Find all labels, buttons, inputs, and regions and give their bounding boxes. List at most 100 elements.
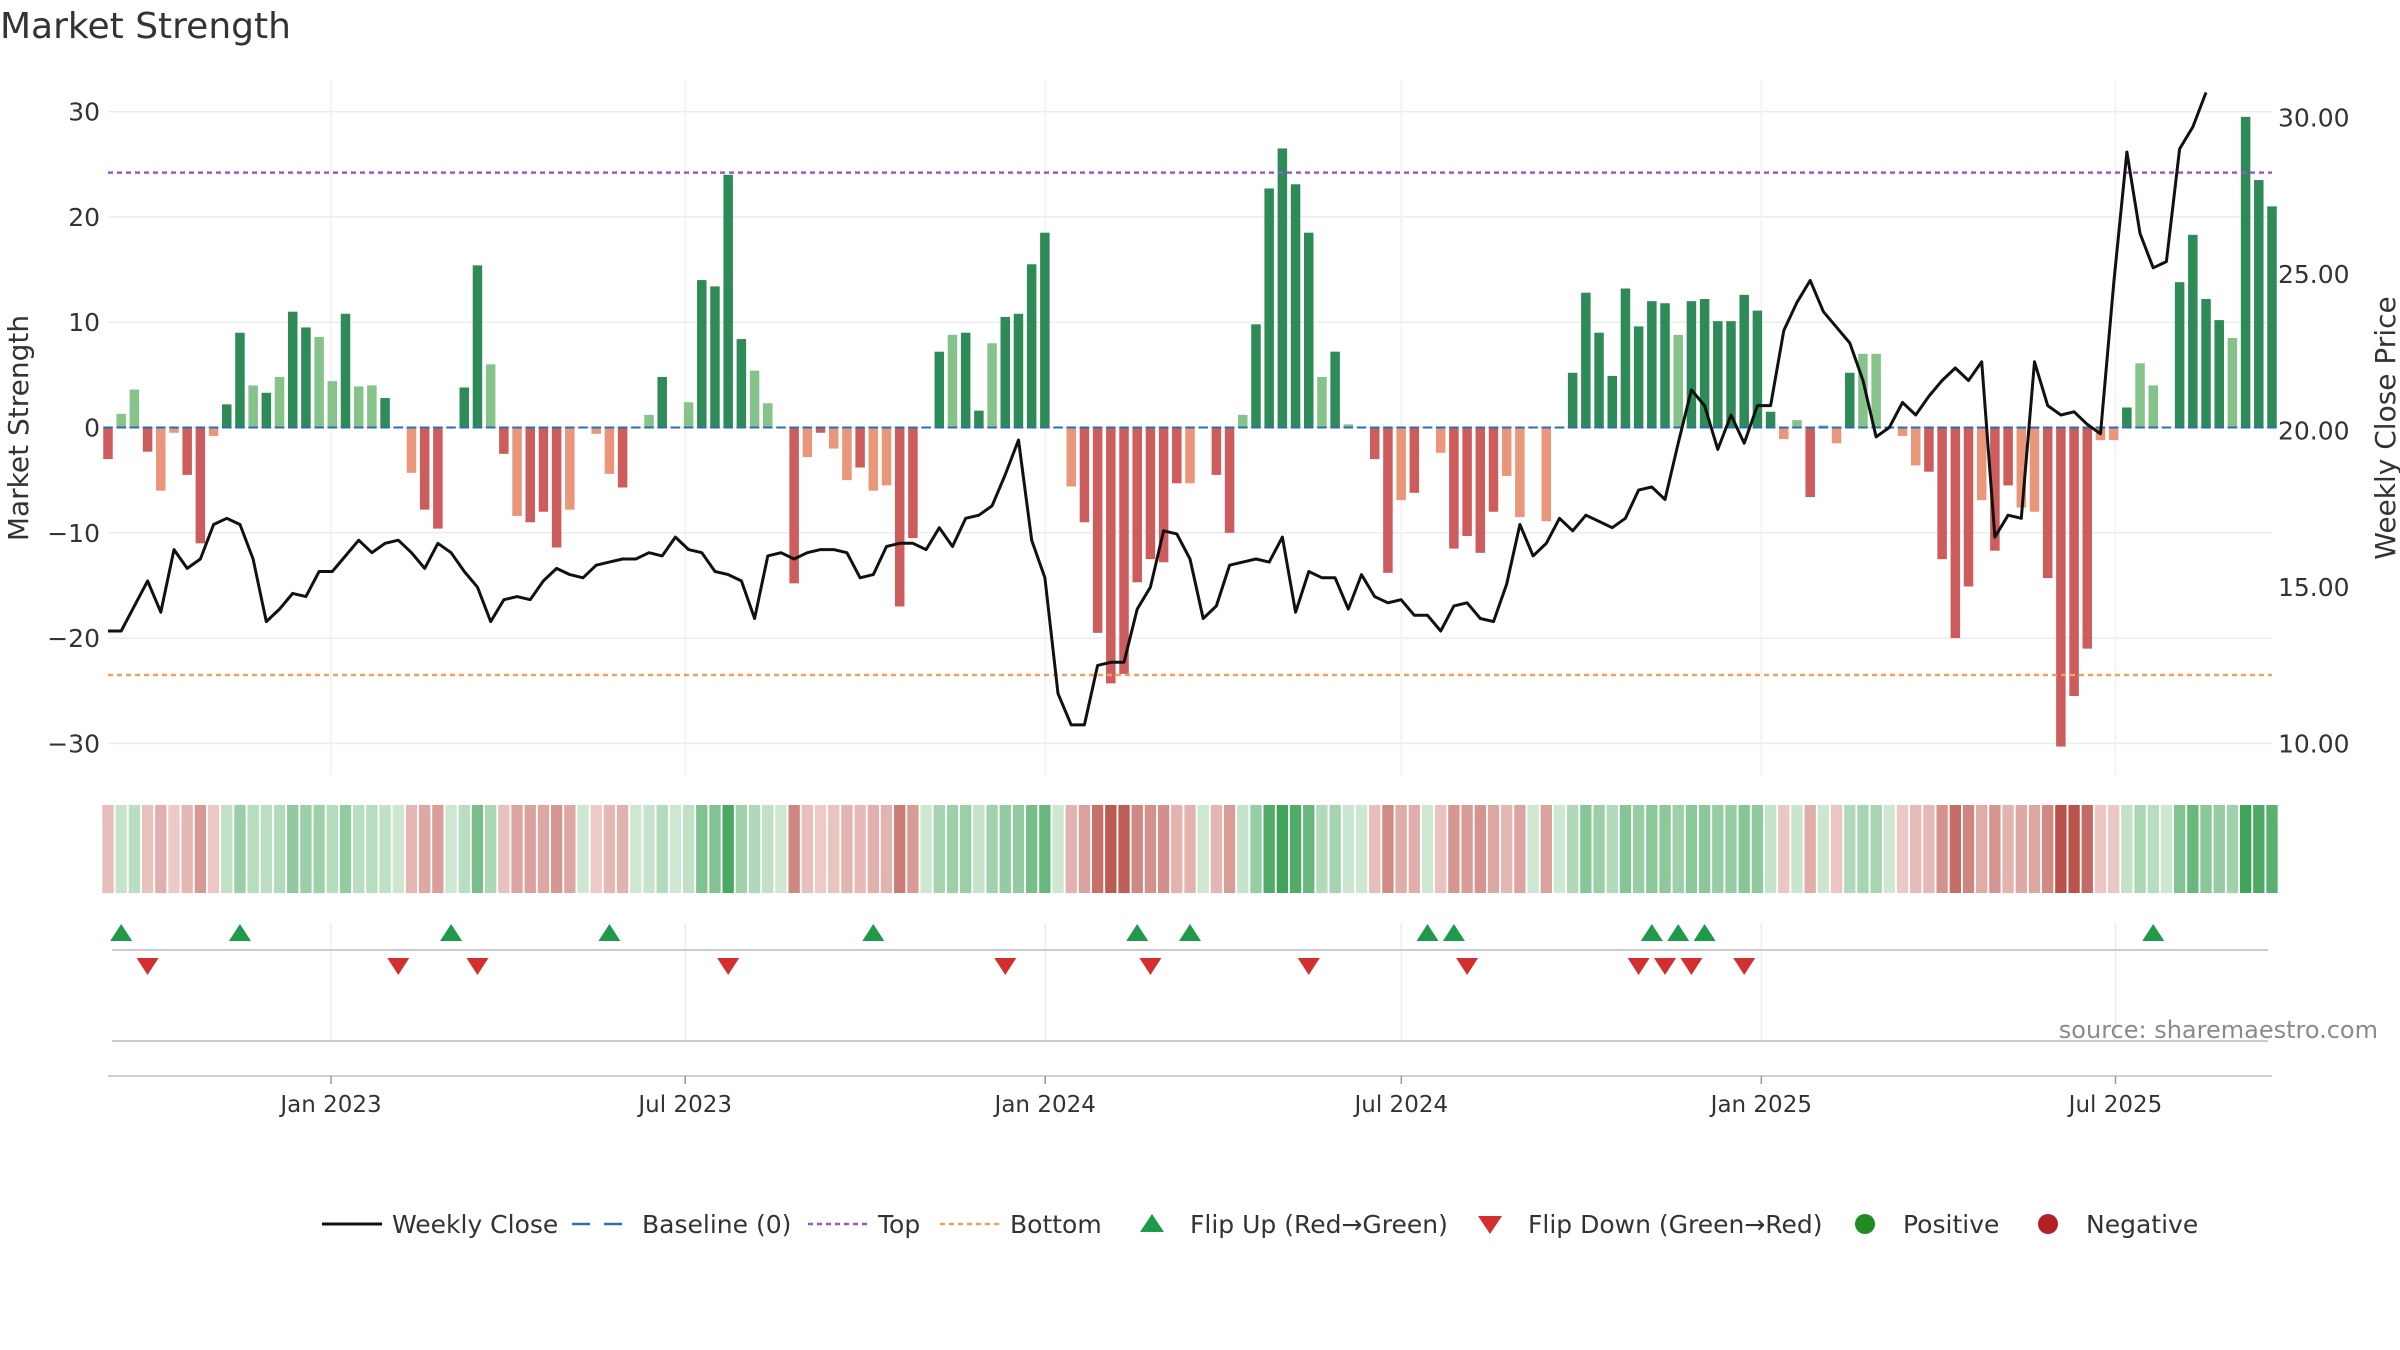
strength-bar xyxy=(1330,351,1340,428)
strength-bar xyxy=(433,427,443,529)
heat-cell xyxy=(511,805,523,893)
strength-bar xyxy=(1172,427,1182,484)
strength-bar xyxy=(1594,332,1604,428)
strength-bar xyxy=(617,427,628,488)
strength-bar xyxy=(327,381,338,428)
heat-cell xyxy=(102,805,114,893)
strength-bar xyxy=(195,427,206,544)
heat-cell xyxy=(2213,805,2225,893)
heat-cell xyxy=(577,805,589,893)
strength-bar xyxy=(1185,427,1195,484)
flip-down-marker xyxy=(1733,958,1756,975)
heat-cell xyxy=(2107,805,2120,893)
strength-bar xyxy=(512,427,522,516)
strength-bar xyxy=(565,427,575,510)
heat-cell xyxy=(682,805,695,893)
heat-cell xyxy=(1659,805,1671,893)
legend-weekly-close-label: Weekly Close xyxy=(392,1210,558,1239)
strength-bar xyxy=(406,427,417,473)
strength-bar xyxy=(1739,294,1749,428)
heat-cell xyxy=(128,805,141,893)
weekly-close-series xyxy=(108,91,2208,727)
strength-bar xyxy=(842,427,852,481)
strength-bar xyxy=(1765,411,1776,428)
strength-heat-strip xyxy=(102,805,2278,893)
heat-cell xyxy=(854,805,866,893)
strength-bar xyxy=(1290,184,1301,428)
strength-bar xyxy=(657,376,667,428)
heat-cell xyxy=(353,805,365,893)
heat-cell xyxy=(1144,805,1157,893)
flip-up-marker xyxy=(862,924,885,941)
strength-bar xyxy=(1277,148,1288,428)
heat-cell xyxy=(722,805,734,893)
heat-cell xyxy=(1593,805,1605,893)
x-tick-label: Jul 2023 xyxy=(636,1092,732,1118)
heat-cell xyxy=(1501,805,1513,893)
strength-bar xyxy=(156,427,166,491)
strength-bar xyxy=(1119,427,1129,674)
heat-cell xyxy=(1395,805,1407,893)
heat-cell xyxy=(841,805,853,893)
legend-swatch-positive xyxy=(1855,1214,1875,1234)
strength-bar xyxy=(974,410,984,428)
heat-cell xyxy=(287,805,299,893)
strength-bar xyxy=(855,427,865,468)
heat-cell xyxy=(484,805,497,893)
strength-bar xyxy=(881,427,892,486)
strength-bar xyxy=(1435,427,1446,453)
heat-cell xyxy=(445,805,457,893)
strength-bar xyxy=(1976,427,1987,501)
heat-cell xyxy=(2055,805,2067,893)
strength-bar xyxy=(1515,427,1525,518)
strength-bar xyxy=(868,427,879,491)
heat-cell xyxy=(168,805,180,893)
flip-up-marker xyxy=(1667,924,1690,941)
strength-bar xyxy=(129,389,140,428)
strength-bar xyxy=(472,265,483,428)
strength-bar xyxy=(1488,427,1499,512)
flip-up-marker xyxy=(1126,924,1149,941)
x-tick-label: Jan 2025 xyxy=(1709,1092,1812,1118)
left-tick-label: 0 xyxy=(84,414,100,443)
heat-cell xyxy=(1685,805,1698,893)
heat-cell xyxy=(471,805,484,893)
legend-swatch-negative xyxy=(2038,1214,2058,1234)
heat-cell xyxy=(2028,805,2041,893)
heat-cell xyxy=(709,805,721,893)
flip-up-marker xyxy=(1416,924,1439,941)
strength-bar xyxy=(894,427,905,607)
heat-cell xyxy=(1065,805,1077,893)
x-axis: Jan 2023 Jul 2023 Jan 2024 Jul 2024 Jan 2025… xyxy=(108,1075,2272,1118)
strength-bar xyxy=(2188,234,2198,428)
strength-bar xyxy=(301,327,311,428)
heat-cell xyxy=(1830,805,1843,893)
heat-cell xyxy=(1646,805,1658,893)
strength-bar xyxy=(1831,427,1842,444)
flip-up-marker xyxy=(110,924,133,941)
heat-cell xyxy=(181,805,193,893)
strength-bar xyxy=(1963,427,1974,587)
strength-bar xyxy=(485,364,496,428)
strength-bar xyxy=(2135,363,2145,428)
strength-bar xyxy=(2029,427,2040,512)
heat-cell xyxy=(392,805,404,893)
strength-bar xyxy=(287,311,298,428)
strength-bar xyxy=(1660,303,1670,428)
right-tick-label: 10.00 xyxy=(2278,730,2350,759)
heat-cell xyxy=(788,805,800,893)
heat-cell xyxy=(1527,805,1539,893)
heat-cell xyxy=(1487,805,1500,893)
strength-bar xyxy=(1990,427,2000,551)
strength-bar xyxy=(1211,427,1222,475)
heat-cell xyxy=(1976,805,1988,893)
heat-cell xyxy=(1949,805,1961,893)
heat-cell xyxy=(643,805,655,893)
strength-bar xyxy=(499,427,509,454)
heat-cell xyxy=(2134,805,2146,893)
left-y-ticks: 30 20 10 0 −10 −20 −30 xyxy=(47,98,100,759)
heat-cell xyxy=(1131,805,1143,893)
heat-cell xyxy=(1039,805,1051,893)
strength-bar xyxy=(1805,427,1815,497)
